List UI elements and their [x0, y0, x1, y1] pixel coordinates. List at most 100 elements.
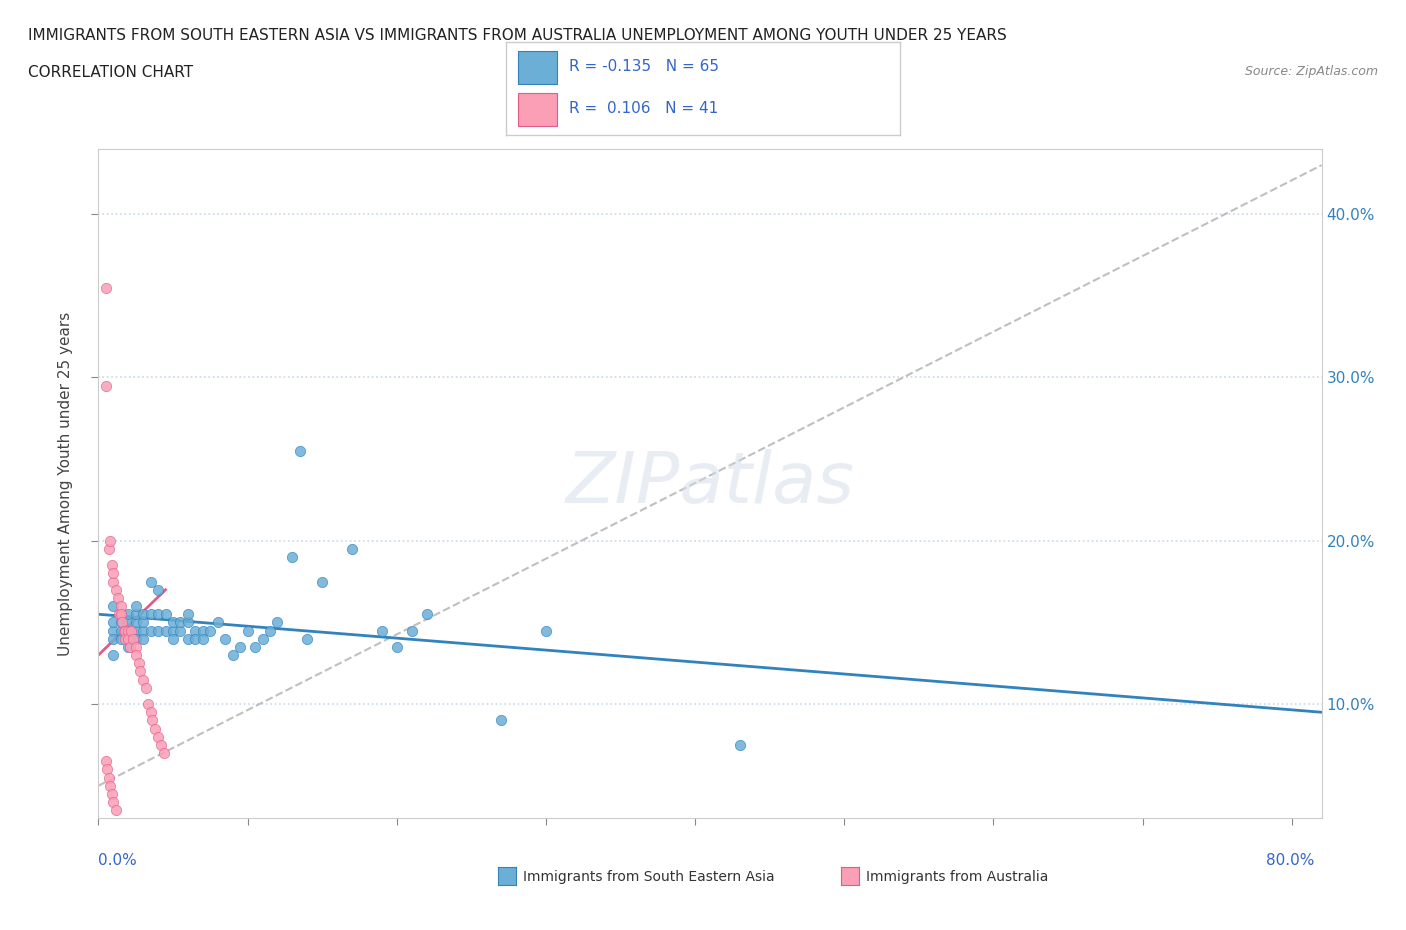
- Point: [297, 631, 319, 646]
- Point: [111, 615, 134, 630]
- Point: [110, 631, 132, 646]
- Point: [214, 631, 236, 646]
- Point: [129, 664, 152, 679]
- Point: [169, 615, 191, 630]
- Point: [110, 623, 132, 638]
- Point: [243, 640, 266, 655]
- Point: [125, 599, 148, 614]
- Point: [117, 623, 139, 638]
- Point: [184, 623, 207, 638]
- Point: [103, 647, 125, 662]
- Point: [117, 640, 139, 655]
- Point: [103, 599, 125, 614]
- Point: [401, 623, 423, 638]
- Point: [128, 656, 150, 671]
- Point: [150, 737, 173, 752]
- Point: [340, 541, 363, 556]
- Point: [125, 623, 148, 638]
- Point: [162, 615, 184, 630]
- Point: [139, 623, 162, 638]
- Point: [146, 729, 169, 744]
- Point: [221, 647, 243, 662]
- Point: [103, 566, 125, 581]
- Point: [728, 737, 751, 752]
- Point: [117, 631, 139, 646]
- Point: [103, 623, 125, 638]
- Point: [139, 574, 162, 589]
- Point: [132, 623, 155, 638]
- Point: [200, 623, 222, 638]
- Point: [169, 623, 191, 638]
- Point: [121, 631, 143, 646]
- Point: [103, 615, 125, 630]
- Point: [112, 623, 135, 638]
- Point: [146, 623, 169, 638]
- Point: [207, 615, 229, 630]
- Point: [236, 623, 259, 638]
- Text: CORRELATION CHART: CORRELATION CHART: [28, 65, 193, 80]
- Point: [96, 762, 118, 777]
- Point: [98, 533, 121, 548]
- Point: [141, 713, 163, 728]
- Point: [288, 444, 311, 458]
- Point: [415, 606, 437, 621]
- Text: R = -0.135   N = 65: R = -0.135 N = 65: [569, 60, 718, 74]
- Point: [132, 631, 155, 646]
- Point: [118, 640, 141, 655]
- Text: Immigrants from South Eastern Asia: Immigrants from South Eastern Asia: [523, 870, 775, 884]
- Point: [125, 631, 148, 646]
- Y-axis label: Unemployment Among Youth under 25 years: Unemployment Among Youth under 25 years: [58, 312, 73, 656]
- Point: [229, 640, 252, 655]
- Point: [132, 606, 155, 621]
- Point: [94, 379, 117, 393]
- Text: Source: ZipAtlas.com: Source: ZipAtlas.com: [1244, 65, 1378, 78]
- Point: [94, 280, 117, 295]
- Point: [117, 615, 139, 630]
- Point: [162, 623, 184, 638]
- Bar: [517, 51, 557, 84]
- Point: [98, 778, 121, 793]
- Point: [135, 681, 157, 696]
- Point: [97, 541, 120, 556]
- Point: [120, 623, 142, 638]
- Point: [110, 606, 132, 621]
- Point: [103, 631, 125, 646]
- Point: [177, 615, 200, 630]
- Point: [114, 631, 136, 646]
- Point: [117, 623, 139, 638]
- Point: [489, 713, 512, 728]
- Point: [184, 631, 207, 646]
- Point: [101, 787, 124, 802]
- Point: [191, 631, 214, 646]
- Point: [177, 606, 200, 621]
- Point: [143, 721, 166, 736]
- Point: [117, 631, 139, 646]
- Point: [136, 697, 159, 711]
- Bar: [517, 93, 557, 126]
- Text: IMMIGRANTS FROM SOUTH EASTERN ASIA VS IMMIGRANTS FROM AUSTRALIA UNEMPLOYMENT AMO: IMMIGRANTS FROM SOUTH EASTERN ASIA VS IM…: [28, 28, 1007, 43]
- Point: [146, 606, 169, 621]
- Point: [110, 615, 132, 630]
- Point: [94, 754, 117, 769]
- Point: [125, 615, 148, 630]
- Point: [103, 574, 125, 589]
- Point: [117, 606, 139, 621]
- Point: [155, 606, 177, 621]
- Text: R =  0.106   N = 41: R = 0.106 N = 41: [569, 101, 718, 116]
- Text: 80.0%: 80.0%: [1267, 853, 1315, 868]
- Point: [139, 606, 162, 621]
- Point: [153, 746, 176, 761]
- Point: [281, 550, 304, 565]
- Point: [139, 705, 162, 720]
- Point: [252, 631, 274, 646]
- Point: [385, 640, 408, 655]
- Point: [125, 647, 148, 662]
- Point: [110, 599, 132, 614]
- Point: [146, 582, 169, 597]
- Point: [191, 623, 214, 638]
- Text: 0.0%: 0.0%: [98, 853, 138, 868]
- Point: [114, 623, 136, 638]
- Point: [132, 615, 155, 630]
- Point: [371, 623, 394, 638]
- Point: [105, 582, 128, 597]
